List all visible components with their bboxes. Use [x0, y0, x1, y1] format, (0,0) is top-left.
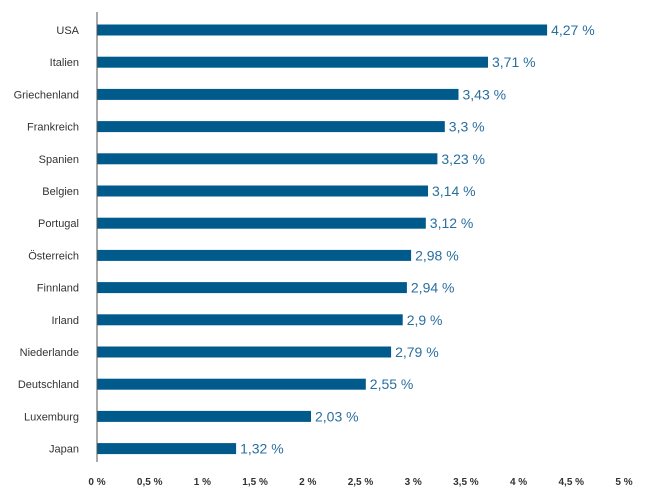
bar-japan	[97, 443, 237, 455]
x-tick-label: 0,5 %	[137, 477, 163, 488]
value-label-belgien: 3,14 %	[432, 183, 476, 199]
x-tick-label: 1,5 %	[242, 477, 268, 488]
bars-group	[97, 24, 548, 455]
category-label-belgien: Belgien	[42, 186, 79, 198]
category-label-griechenland: Griechenland	[14, 89, 79, 101]
category-label-italien: Italien	[50, 57, 79, 69]
value-label-japan: 1,32 %	[240, 441, 284, 457]
value-label-italien: 3,71 %	[492, 54, 536, 70]
bar-belgien	[97, 185, 428, 197]
x-tick-label: 3 %	[405, 477, 422, 488]
bar-griechenland	[97, 88, 459, 100]
x-tick-label: 2,5 %	[348, 477, 374, 488]
x-tick-label: 0 %	[88, 477, 105, 488]
category-label-japan: Japan	[49, 444, 79, 456]
category-label-deutschland: Deutschland	[18, 379, 79, 391]
x-tick-label: 4 %	[510, 477, 527, 488]
bar-irland	[97, 314, 403, 326]
bar-finnland	[97, 282, 407, 294]
category-label-usa: USA	[56, 25, 79, 37]
category-label-portugal: Portugal	[38, 218, 79, 230]
value-label-niederlande: 2,79 %	[395, 344, 439, 360]
value-label-usa: 4,27 %	[551, 22, 595, 38]
category-label-finnland: Finnland	[37, 283, 79, 295]
category-label-spanien: Spanien	[39, 154, 79, 166]
bar-italien	[97, 56, 488, 68]
bar-deutschland	[97, 378, 366, 390]
value-label-portugal: 3,12 %	[430, 215, 474, 231]
x-tick-label: 5 %	[615, 477, 632, 488]
value-label-osterreich: 2,98 %	[415, 247, 459, 263]
bar-niederlande	[97, 346, 392, 358]
category-labels: USA Italien Griechenland Frankreich Spanien B…	[14, 25, 80, 456]
value-label-griechenland: 3,43 %	[463, 86, 507, 102]
bar-frankreich	[97, 121, 445, 133]
value-label-frankreich: 3,3 %	[449, 119, 485, 135]
value-label-deutschland: 2,55 %	[370, 376, 414, 392]
value-label-finnland: 2,94 %	[411, 280, 455, 296]
category-label-niederlande: Niederlande	[20, 347, 79, 359]
value-labels: 4,27 % 3,71 % 3,43 % 3,3 % 3,23 % 3,14 % 3,12 …	[240, 22, 595, 457]
category-label-frankreich: Frankreich	[27, 122, 79, 134]
bar-portugal	[97, 217, 426, 229]
bar-spanien	[97, 153, 438, 165]
category-label-luxemburg: Luxemburg	[24, 411, 79, 423]
value-label-spanien: 3,23 %	[441, 151, 485, 167]
value-label-luxemburg: 2,03 %	[315, 408, 359, 424]
bar-usa	[97, 24, 548, 36]
bar-osterreich	[97, 249, 412, 261]
x-tick-label: 2 %	[299, 477, 316, 488]
value-label-irland: 2,9 %	[407, 312, 443, 328]
bar-luxemburg	[97, 410, 311, 422]
x-tick-label: 3,5 %	[453, 477, 479, 488]
category-label-irland: Irland	[51, 315, 79, 327]
x-tick-label: 4,5 %	[559, 477, 585, 488]
x-axis-ticks: 0 % 0,5 % 1 % 1,5 % 2 % 2,5 % 3 % 3,5 % 4 % 4,5 %…	[88, 477, 632, 488]
category-label-osterreich: Österreich	[28, 250, 79, 262]
x-tick-label: 1 %	[194, 477, 211, 488]
